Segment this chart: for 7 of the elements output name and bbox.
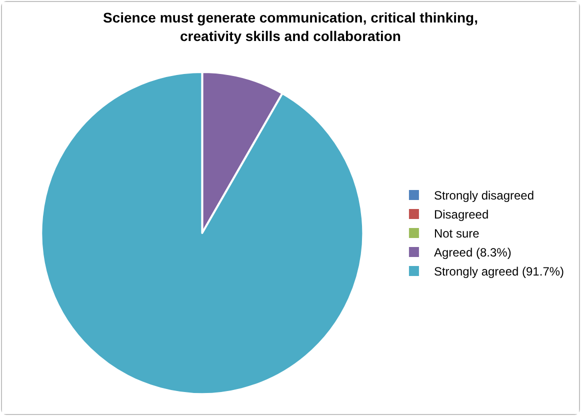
legend-label: Strongly agreed (91.7%) [434, 264, 564, 279]
legend-label: Disagreed [434, 208, 489, 222]
chart-title: Science must generate communication, critical thinking, creativity skills and collaboration [103, 10, 478, 44]
legend-label: Strongly disagreed [434, 188, 534, 203]
legend-label: Agreed (8.3%) [434, 246, 512, 260]
pie-slice [40, 71, 364, 395]
legend-label: Not sure [434, 226, 480, 241]
